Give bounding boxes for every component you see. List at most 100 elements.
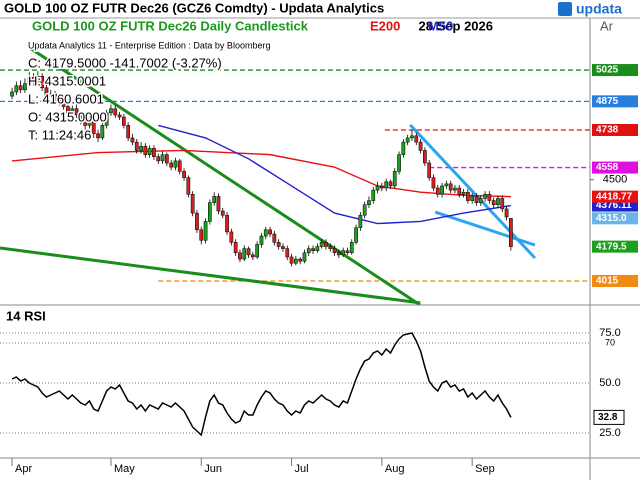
candle-body — [190, 194, 195, 214]
price-label-box — [592, 123, 638, 136]
candle-body — [461, 191, 466, 195]
candle-body — [448, 183, 453, 191]
candle-body — [268, 229, 272, 235]
candle-body — [337, 252, 341, 256]
candle-body — [380, 185, 384, 189]
candle-body — [362, 204, 367, 216]
candle-body — [474, 196, 479, 203]
candle-body — [423, 150, 427, 164]
candle-body — [319, 242, 324, 247]
candle-body — [18, 85, 23, 91]
candle-body — [165, 154, 169, 164]
value-label-box — [593, 409, 625, 425]
candle-body — [311, 248, 315, 251]
candle-body — [487, 194, 492, 201]
candle-body — [496, 198, 500, 206]
candle-body — [306, 248, 311, 254]
candle-body — [238, 252, 242, 260]
candle-body — [328, 246, 333, 249]
candle-body — [40, 76, 44, 89]
trendline — [409, 123, 537, 260]
candle-body — [478, 198, 483, 203]
candle-body — [61, 102, 66, 107]
candle-body — [78, 114, 83, 122]
candle-body — [109, 108, 113, 114]
candle-body — [431, 177, 436, 189]
candle-body — [121, 116, 126, 126]
price-label-box — [592, 274, 638, 287]
candle-body — [130, 137, 135, 143]
chart-title: GOLD 100 OZ FUTR Dec26 Daily Candlestick — [32, 18, 309, 33]
candle-body — [405, 137, 410, 143]
rsi-title: 14 RSI — [6, 308, 46, 323]
candle-body — [375, 185, 380, 191]
price-label: 4376.11 — [596, 200, 632, 211]
price-label: 4738 — [596, 125, 619, 136]
x-tick-label: Apr — [15, 463, 32, 475]
info-line: L: 4160.6001 — [28, 91, 104, 106]
candle-body — [44, 87, 49, 97]
candle-body — [276, 242, 281, 247]
candle-body — [453, 187, 457, 191]
candle-body — [341, 250, 346, 256]
x-tick-label: Jul — [295, 463, 309, 475]
candle-body — [233, 242, 238, 254]
candle-body — [457, 187, 462, 195]
y-tick-label: 75.0 — [599, 327, 620, 339]
candle-body — [285, 248, 290, 258]
scale-label: Ar — [600, 18, 614, 33]
candle-body — [186, 177, 191, 195]
candle-body — [242, 248, 247, 260]
info-line: T: 11:24:46 — [28, 127, 91, 142]
candle-body — [66, 106, 70, 114]
y-tick-label: 25.0 — [599, 427, 620, 439]
price-label-box — [592, 64, 638, 77]
x-tick-label: Aug — [385, 463, 405, 475]
candle-body — [371, 189, 376, 201]
window-title: GOLD 100 OZ FUTR Dec26 (GCZ6 Comdty) - U… — [4, 0, 384, 15]
logo-icon — [558, 2, 572, 16]
legend-entry: M50 — [428, 18, 453, 33]
trendline — [0, 246, 421, 305]
price-label: 4558 — [596, 162, 619, 173]
candle-body — [10, 91, 14, 97]
candle-body — [91, 118, 96, 134]
candle-body — [147, 148, 152, 155]
candle-body — [113, 108, 118, 116]
candle-body — [345, 250, 350, 254]
candle-body — [35, 76, 40, 82]
candle-body — [152, 148, 156, 157]
candle-body — [220, 210, 225, 216]
y-tick-label: 50.0 — [599, 377, 620, 389]
x-tick-label: May — [114, 463, 135, 475]
info-line: O: 4315.0000 — [28, 109, 107, 124]
candle-body — [212, 196, 217, 203]
candle-body — [156, 156, 161, 162]
candle-body — [444, 183, 449, 187]
moving-average — [158, 124, 511, 225]
price-label: 4875 — [596, 96, 619, 107]
candle-body — [272, 233, 277, 243]
candle-body — [70, 108, 75, 114]
price-label-box — [592, 161, 638, 174]
candle-body — [173, 160, 178, 168]
candle-body — [23, 83, 27, 91]
candle-body — [208, 202, 212, 222]
plot — [0, 46, 590, 305]
price-label-box — [592, 95, 638, 108]
candle-body — [229, 231, 234, 243]
candle-body — [143, 146, 148, 155]
candle-body — [504, 208, 509, 218]
chart-date: 28 Sep 2026 — [419, 18, 493, 33]
candle-body — [324, 242, 328, 247]
candle-body — [397, 154, 401, 172]
candle-body — [57, 100, 62, 103]
candle-body — [509, 218, 513, 247]
candle-body — [281, 246, 285, 249]
candle-body — [414, 135, 419, 143]
candle-body — [418, 141, 423, 151]
candle-body — [427, 162, 432, 178]
candle-body — [199, 229, 204, 241]
candle-body — [203, 221, 208, 241]
